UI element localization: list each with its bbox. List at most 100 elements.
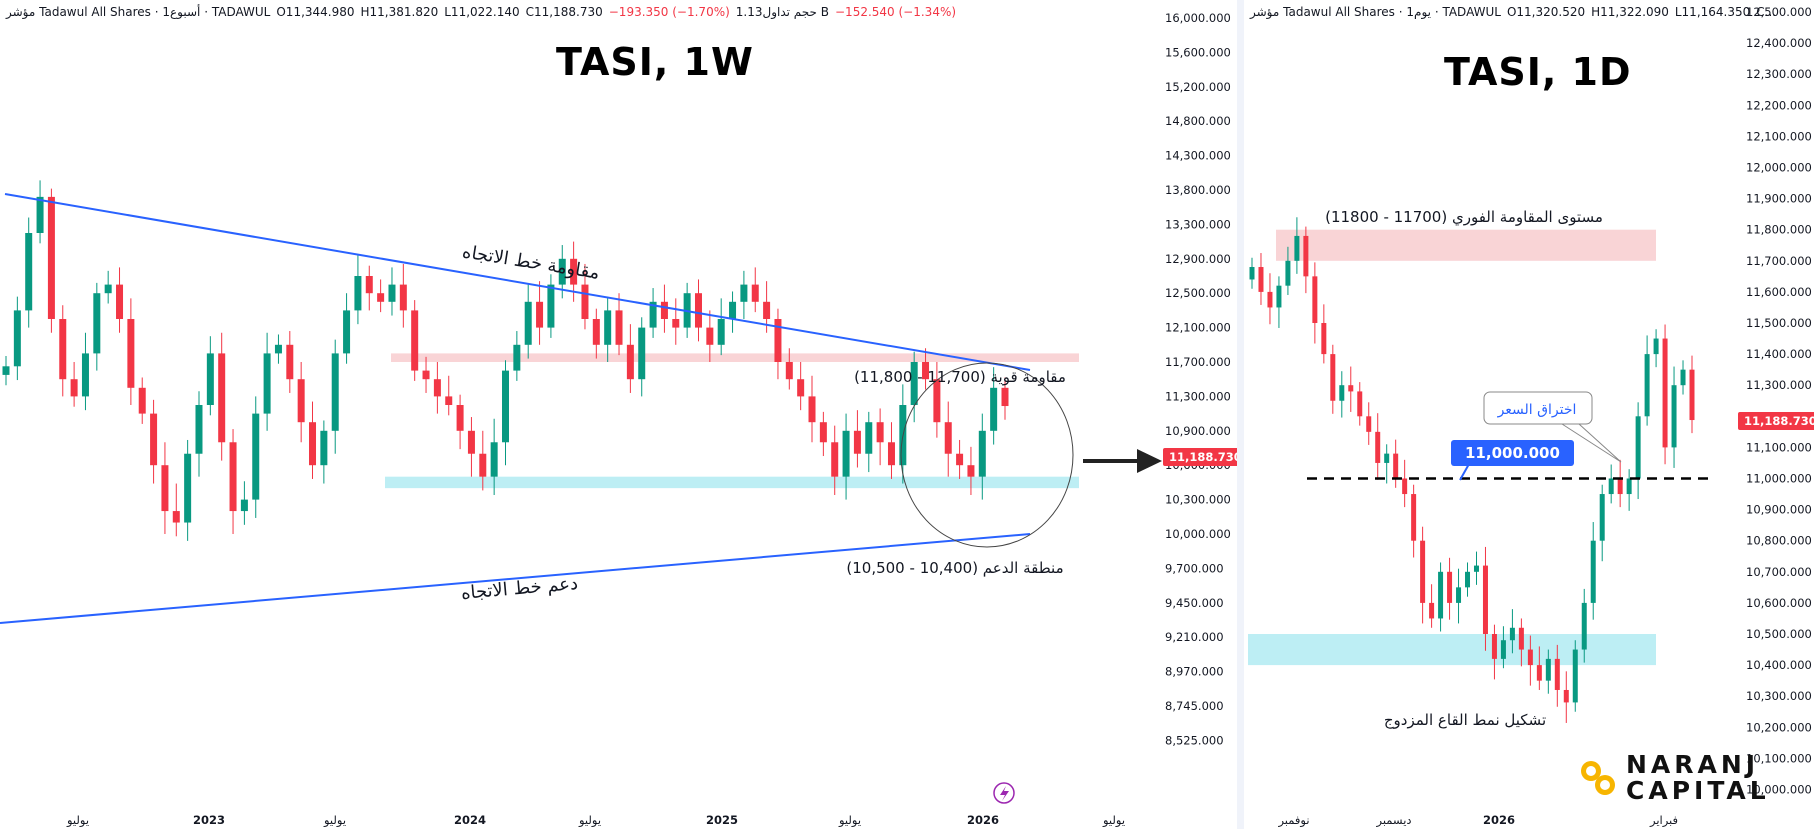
symbol-label: مؤشر Tadawul All Shares · يوم1 · TADAWUL (1250, 5, 1501, 19)
lightning-icon (993, 782, 1015, 804)
y-tick-label: 10,300.000 (1165, 493, 1231, 507)
candle-body (1303, 235, 1309, 277)
y-tick-label: 8,970.000 (1165, 665, 1224, 679)
trend-support-label: دعم خط الاتجاه (460, 573, 579, 604)
candle-body (1420, 540, 1426, 603)
change-value: −193.350 (−1.70%) (608, 5, 730, 19)
double-bottom-label: تشكيل نمط القاع المزدوج (1384, 711, 1546, 730)
candle-body (1339, 385, 1345, 401)
support-zone (1248, 634, 1656, 666)
y-tick-label: 8,525.000 (1165, 733, 1224, 747)
candle-body (1662, 338, 1668, 448)
candle-body (944, 422, 952, 454)
candle-body (547, 284, 555, 328)
candle-body (1456, 587, 1462, 603)
candle-body (524, 301, 532, 345)
y-tick-label: 12,900.000 (1165, 252, 1231, 266)
candle-body (672, 319, 680, 328)
candle-body (1366, 416, 1372, 432)
candle-body (785, 362, 793, 380)
high-value: H11,381.820 (360, 5, 439, 19)
candle-body (967, 465, 975, 477)
candle-body (172, 511, 180, 523)
y-tick-label: 11,900.000 (1746, 192, 1812, 206)
candle-body (229, 442, 237, 512)
change2-value: −152.540 (−1.34%) (835, 5, 957, 19)
candle-body (592, 319, 600, 345)
candle-body (25, 233, 33, 311)
candle-body (876, 422, 884, 443)
candle-body (218, 353, 226, 443)
candle-body (399, 284, 407, 311)
y-tick-label: 10,200.000 (1746, 720, 1812, 734)
candle-body (274, 344, 282, 354)
candle-body (978, 430, 986, 477)
candle-body (422, 370, 430, 380)
candle-body (1527, 649, 1533, 666)
weekly-chart-panel[interactable]: مؤشر Tadawul All Shares · 1أسبوع · TADAW… (0, 0, 1238, 829)
weekly-chart-title: TASI, 1W (556, 40, 754, 84)
x-tick-label: يوليو (323, 813, 346, 828)
candle-body (1294, 235, 1300, 261)
candle-body (1429, 602, 1435, 619)
trendline-resistance (4, 193, 1031, 371)
resistance-zone (391, 353, 1079, 362)
candle-body (1689, 369, 1695, 421)
x-tick-label: فبراير (1649, 813, 1678, 828)
candle-body (377, 293, 385, 302)
x-tick-label: 2026 (967, 813, 999, 827)
y-tick-label: 10,600.000 (1746, 596, 1812, 610)
candle-body (763, 301, 771, 319)
candle-body (1572, 649, 1578, 703)
candle-body (184, 453, 192, 523)
candle-body (81, 353, 89, 397)
candle-body (1509, 627, 1515, 641)
candle-body (797, 379, 805, 397)
candle-body (1554, 658, 1560, 690)
candle-body (59, 319, 67, 380)
lightning-icon-bolt (1000, 786, 1009, 801)
x-tick-label: 2024 (454, 813, 486, 827)
candle-body (320, 430, 328, 466)
right-header: مؤشر Tadawul All Shares · يوم1 · TADAWUL… (1250, 5, 1776, 19)
candle-body (331, 353, 339, 431)
candle-body (1491, 634, 1497, 659)
candle-body (922, 362, 930, 380)
candle-body (638, 327, 646, 380)
daily-chart-panel[interactable]: مؤشر Tadawul All Shares · يوم1 · TADAWUL… (1244, 0, 1814, 829)
y-tick-label: 10,000.000 (1165, 527, 1231, 541)
x-axis: يوليو 2023 يوليو 2024 يوليو 2025 يوليو 2026 يولي… (66, 813, 1125, 828)
y-tick-label: 12,500.000 (1746, 5, 1812, 19)
y-tick-label: 10,000.000 (1746, 783, 1812, 797)
y-axis: 16,000.000 15,600.000 15,200.000 14,800.000… (1165, 11, 1231, 747)
candle-body (536, 301, 544, 328)
candle-body (706, 327, 714, 345)
candle-body (127, 319, 135, 388)
candle-body (1276, 285, 1282, 308)
candle-body (615, 310, 623, 345)
y-tick-label: 8,745.000 (1165, 699, 1224, 713)
candle-body (751, 284, 759, 302)
candle-body (411, 310, 419, 371)
candle-body (309, 422, 317, 466)
candle-body (1330, 354, 1336, 401)
candle-body (456, 405, 464, 431)
candle-body (660, 301, 668, 319)
y-tick-label: 9,210.000 (1165, 630, 1224, 644)
candle-body (1680, 369, 1686, 386)
left-header: مؤشر Tadawul All Shares · 1أسبوع · TADAW… (6, 5, 956, 19)
close-value: C... (1756, 5, 1777, 19)
y-tick-label: 11,100.000 (1746, 440, 1812, 454)
candle-body (774, 319, 782, 362)
y-tick-label: 11,400.000 (1746, 347, 1812, 361)
daily-chart-svg[interactable]: اختراق السعر مستوى المقاومة الفوري (11700… (1244, 0, 1814, 829)
candle-body (853, 430, 861, 454)
x-tick-label: يوليو (1102, 813, 1125, 828)
candle-body (467, 430, 475, 454)
low-value: L11,164.350 (1674, 5, 1751, 19)
candle-body (1536, 665, 1542, 681)
y-tick-label: 11,300.000 (1746, 378, 1812, 392)
candle-body (1465, 571, 1471, 588)
weekly-chart-svg[interactable]: مقاومة خط الاتجاه دعم خط الاتجاه مقاومة قو… (0, 0, 1237, 829)
y-tick-label: 14,800.000 (1165, 114, 1231, 128)
